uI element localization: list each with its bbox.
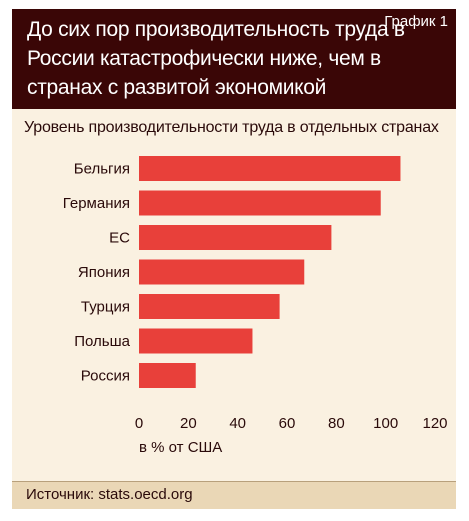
bar-4 [139, 259, 305, 285]
x-axis-label: в % от США [139, 439, 222, 456]
header-band: До сих пор производительность труда в Ро… [12, 9, 456, 109]
bar-6 [139, 328, 253, 354]
bar-5 [139, 294, 280, 319]
category-label: Германия [63, 195, 130, 212]
footer-band: Источник: stats.oecd.org [12, 481, 456, 509]
x-tick-label: 120 [422, 415, 447, 432]
category-label: Япония [78, 264, 130, 281]
figure-tag: График 1 [384, 13, 448, 30]
source-note: Источник: stats.oecd.org [26, 486, 193, 503]
x-tick-label: 60 [279, 415, 296, 432]
x-tick-label: 80 [328, 415, 345, 432]
bar-7 [139, 363, 196, 388]
x-tick-label: 20 [180, 415, 197, 432]
bar-2 [139, 190, 381, 216]
chart-title: До сих пор производительность труда в Ро… [27, 18, 405, 99]
category-label: Польша [74, 333, 130, 350]
chart-panel: До сих пор производительность труда в Ро… [12, 9, 456, 509]
bar-3 [139, 225, 332, 250]
x-tick-label: 40 [229, 415, 246, 432]
category-label: ЕС [109, 230, 130, 247]
x-tick-label: 0 [135, 415, 143, 432]
bar-1 [139, 156, 401, 181]
x-tick-label: 100 [373, 415, 398, 432]
category-label: Бельгия [74, 161, 130, 178]
chart-subtitle: Уровень производительности труда в отдел… [24, 119, 439, 136]
category-label: Россия [81, 368, 130, 385]
category-label: Турция [81, 299, 130, 316]
